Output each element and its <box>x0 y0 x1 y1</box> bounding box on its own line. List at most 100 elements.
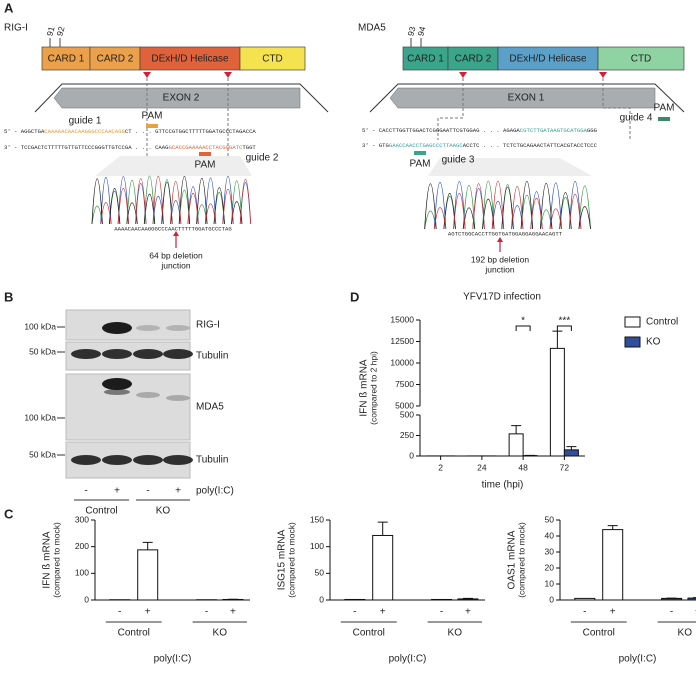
sequence-part: TGGT <box>242 144 256 151</box>
bar <box>563 449 579 457</box>
y-tick-label: 100 <box>310 541 324 551</box>
blot-target: Tubulin <box>196 455 228 466</box>
sequence-part: GCACCGAAAAACCTACGGGATC <box>169 144 243 151</box>
bar <box>372 534 394 601</box>
blot-target: Tubulin <box>196 351 228 362</box>
guide: guide 4 <box>620 113 653 124</box>
y-tick-label: 250 <box>400 430 414 440</box>
sequence: 5' - AGGCTGACAAAAACAACAAGGGCCCAACAGGCT .… <box>4 128 256 135</box>
domain-label: CARD 1 <box>48 54 85 65</box>
x-tick-label: 48 <box>518 462 528 472</box>
domain-label: DExH/D Helicase <box>151 54 229 65</box>
error-bar <box>377 521 388 536</box>
y-tick-label: 50 <box>545 514 555 524</box>
x-tick-label: - <box>205 607 208 618</box>
band <box>71 455 101 465</box>
group-label: KO <box>156 506 171 517</box>
group-label: Control <box>583 628 615 639</box>
guide: guide 3 <box>442 155 475 166</box>
sequence-part: ACCTC . . . TCTCTGCAGAACTATTCACGTACCTCCC <box>463 142 598 149</box>
chromatogram-trace <box>100 176 252 225</box>
chromatogram-trace <box>91 175 243 225</box>
sequence-part: 3' - <box>4 144 21 151</box>
size-marker: 100 kDa <box>24 412 56 422</box>
guide: guide 2 <box>246 153 279 164</box>
y-axis-label: OAS1 mRNA <box>507 530 518 589</box>
pam: PAM <box>654 103 675 114</box>
size-marker: 50 kDa <box>29 346 56 356</box>
exon-label: EXON 2 <box>163 93 200 104</box>
chromatogram-trace <box>433 180 582 230</box>
y-tick-label: 20 <box>545 562 555 572</box>
exon-box <box>53 87 301 109</box>
pam-mark <box>658 117 670 121</box>
bar <box>431 598 453 601</box>
treatment: poly(I:C) <box>196 486 234 497</box>
position-label: 91 <box>44 25 56 37</box>
x-tick-label: - <box>118 607 121 618</box>
band <box>102 349 132 359</box>
y-tick-label: 0 <box>84 594 89 604</box>
chromatogram-trace <box>424 180 591 230</box>
chromatogram-trace <box>91 175 243 225</box>
error-bar <box>462 597 473 599</box>
position-label: 92 <box>54 25 66 37</box>
arrow-head <box>497 237 503 242</box>
sequence-part: GAACCAACCTGAGCCCTTAAGC <box>389 142 463 149</box>
zoom <box>428 158 592 176</box>
protein-name: MDA5 <box>358 23 386 34</box>
x-tick-label: + <box>230 607 236 618</box>
y-axis-label: (compared to mock) <box>516 522 526 598</box>
group-label: KO <box>448 628 463 639</box>
y-axis-label: (compared to mock) <box>51 522 61 598</box>
chromatogram-trace <box>100 175 252 225</box>
y-tick-label: 40 <box>545 530 555 540</box>
band <box>166 395 190 401</box>
sequence-part: 3' - <box>362 142 379 149</box>
bar <box>344 598 366 601</box>
lane-sign: + <box>114 486 120 497</box>
sequence-part: CGTCTTGATAAGTGCATGGA <box>520 127 588 134</box>
sequence-part: 5' - <box>362 127 379 134</box>
band <box>136 392 160 398</box>
deletion: junction <box>160 260 191 270</box>
x-tick-label: + <box>465 607 471 618</box>
group-label: Control <box>85 506 117 517</box>
size-marker: 50 kDa <box>29 449 56 459</box>
chromatogram-trace <box>433 181 582 230</box>
zoom <box>95 156 252 176</box>
position-label: 94 <box>415 25 427 37</box>
x-axis-label: poly(I:C) <box>154 654 192 665</box>
cut-marker <box>459 72 467 78</box>
band <box>166 325 190 331</box>
exon-label: EXON 1 <box>508 93 545 104</box>
y-tick-label: 500 <box>400 409 414 419</box>
y-tick-label: 0 <box>319 594 324 604</box>
y-tick-label: 0 <box>549 594 554 604</box>
panel-label: D <box>350 289 359 304</box>
y-tick-label: 12500 <box>390 336 414 346</box>
trace-sequence: AGTCTGGCACCTTGGTGATGGAGGAGGAACAGTT <box>448 230 563 237</box>
y-axis-label: IFN ß mRNA <box>42 531 53 589</box>
domain-label: CARD 2 <box>455 54 492 65</box>
protein-name: RIG-I <box>4 23 28 34</box>
group-label: Control <box>118 628 150 639</box>
pam-mark <box>146 124 158 128</box>
bar <box>661 597 683 601</box>
x-tick-label: + <box>145 607 151 618</box>
y-tick-label: 10000 <box>390 357 414 367</box>
significance-bracket <box>515 325 531 331</box>
y-axis-label: (compared to mock) <box>286 522 296 598</box>
sequence-part: CAAAAACAACAAGGGCCCAACAGG <box>44 128 125 135</box>
sequence-part: GTG <box>379 142 390 149</box>
group-label: KO <box>213 628 228 639</box>
cut-marker <box>599 72 607 78</box>
sequence: 5' - CACCTTGGTTGGACTCGGGAATTCGTGGAG . . … <box>362 127 598 134</box>
y-tick-label: 50 <box>315 568 325 578</box>
domain-label: CARD 1 <box>407 54 444 65</box>
band <box>102 322 132 334</box>
deletion: junction <box>484 264 515 274</box>
sequence-part: CT . . . GTTCCGTGGCTTTTTGGATGCCCTAGACCA <box>125 128 257 135</box>
y-tick-label: 15000 <box>390 314 414 324</box>
trace-sequence: AAAACAACAAGGGCCCAACTTTTTGGATGCCCTAG <box>114 225 232 232</box>
